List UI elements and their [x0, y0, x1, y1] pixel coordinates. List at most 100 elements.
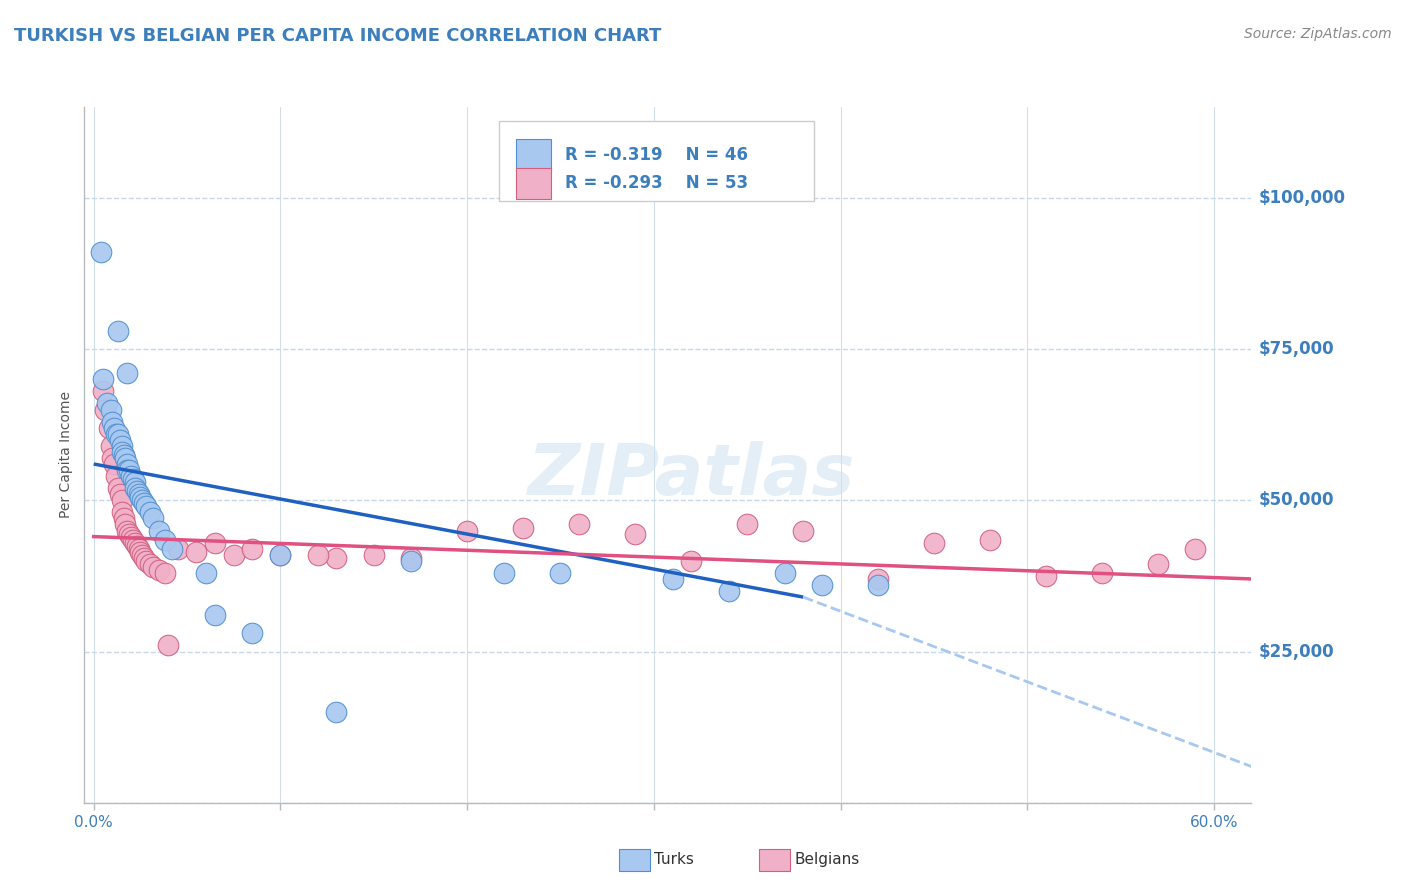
Point [148, 563, 170, 577]
Point [118, 526, 141, 541]
Point [120, 530, 142, 544]
Point [105, 426, 128, 441]
Point [456, 524, 478, 538]
Point [242, 626, 264, 640]
Point [153, 533, 176, 547]
Point [118, 463, 141, 477]
Point [1184, 541, 1206, 556]
Point [108, 487, 131, 501]
Point [735, 517, 758, 532]
Point [131, 548, 153, 562]
Bar [516, 168, 551, 199]
Point [124, 475, 146, 490]
Point [194, 566, 217, 580]
Point [681, 554, 703, 568]
Text: ZIPatlas: ZIPatlas [527, 442, 855, 510]
Text: $50,000: $50,000 [1258, 491, 1334, 509]
Point [114, 450, 136, 465]
Point [153, 566, 176, 580]
Point [101, 415, 124, 429]
Point [111, 505, 134, 519]
Point [124, 481, 146, 495]
Point [811, 578, 834, 592]
Text: $25,000: $25,000 [1258, 642, 1334, 661]
Text: Belgians: Belgians [794, 853, 859, 867]
Point [922, 535, 945, 549]
Point [135, 500, 157, 514]
Point [866, 578, 889, 592]
Point [399, 554, 422, 568]
Point [120, 469, 142, 483]
Point [1035, 569, 1057, 583]
Point [122, 533, 145, 547]
Point [111, 493, 134, 508]
Point [103, 457, 125, 471]
Point [91, 384, 114, 399]
Point [550, 566, 572, 580]
Text: $100,000: $100,000 [1258, 189, 1346, 207]
Point [186, 545, 208, 559]
Point [866, 572, 889, 586]
Text: R = -0.293    N = 53: R = -0.293 N = 53 [565, 174, 748, 193]
Point [103, 420, 125, 434]
Point [111, 439, 134, 453]
FancyBboxPatch shape [499, 121, 814, 201]
Point [269, 548, 291, 562]
Point [222, 548, 245, 562]
Point [122, 472, 145, 486]
Point [160, 541, 183, 556]
Point [97, 420, 120, 434]
Point [125, 484, 148, 499]
Point [117, 366, 139, 380]
Point [157, 639, 180, 653]
Point [204, 608, 226, 623]
Text: R = -0.319    N = 46: R = -0.319 N = 46 [565, 145, 748, 163]
Point [661, 572, 683, 586]
Point [135, 554, 157, 568]
Point [204, 535, 226, 549]
Y-axis label: Per Capita Income: Per Capita Income [59, 392, 73, 518]
Point [128, 541, 150, 556]
Point [117, 524, 139, 538]
Point [96, 396, 118, 410]
Point [269, 548, 291, 562]
Point [494, 566, 516, 580]
Point [148, 524, 170, 538]
Point [94, 402, 117, 417]
Text: Source: ZipAtlas.com: Source: ZipAtlas.com [1244, 27, 1392, 41]
Point [117, 457, 139, 471]
Point [132, 496, 155, 510]
Text: TURKISH VS BELGIAN PER CAPITA INCOME CORRELATION CHART: TURKISH VS BELGIAN PER CAPITA INCOME COR… [14, 27, 661, 45]
Point [90, 245, 112, 260]
Bar [516, 139, 551, 170]
Point [132, 550, 155, 565]
Point [624, 526, 647, 541]
Point [717, 584, 740, 599]
Point [128, 487, 150, 501]
Point [363, 548, 385, 562]
Point [307, 548, 329, 562]
Point [107, 426, 129, 441]
Point [105, 469, 128, 483]
Point [325, 705, 347, 719]
Point [100, 402, 122, 417]
Point [107, 324, 129, 338]
Point [101, 450, 124, 465]
Point [138, 505, 160, 519]
Point [979, 533, 1001, 547]
Point [142, 559, 165, 574]
Point [325, 550, 347, 565]
Point [1147, 557, 1170, 571]
Point [138, 557, 160, 571]
Point [131, 493, 153, 508]
Point [242, 541, 264, 556]
Point [773, 566, 796, 580]
Point [129, 545, 152, 559]
Text: $75,000: $75,000 [1258, 340, 1334, 358]
Point [125, 539, 148, 553]
Point [792, 524, 814, 538]
Point [107, 481, 129, 495]
Point [111, 445, 134, 459]
Point [112, 511, 135, 525]
Point [112, 448, 135, 462]
